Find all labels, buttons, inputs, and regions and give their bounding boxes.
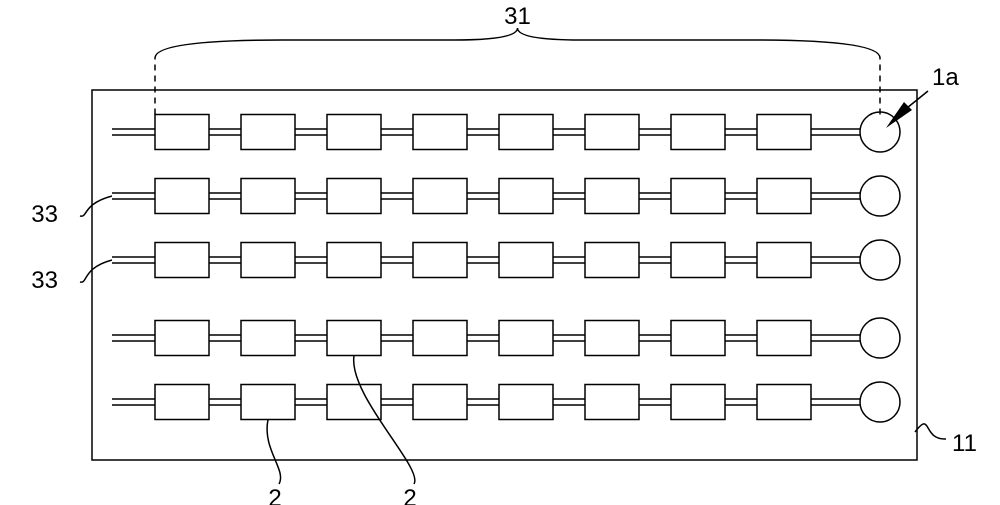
chamber-box [413, 179, 467, 214]
label-31: 31 [504, 3, 531, 30]
label-2: 2 [268, 485, 281, 505]
chamber-box [413, 385, 467, 420]
leader-11 [915, 424, 946, 439]
port-circle [860, 176, 900, 216]
chamber-box [155, 385, 209, 420]
chamber-box [671, 115, 725, 150]
label-33: 33 [31, 201, 58, 228]
chamber-box [327, 243, 381, 278]
leader-2 [267, 420, 281, 485]
chamber-box [499, 321, 553, 356]
chamber-box [499, 115, 553, 150]
chamber-box [241, 115, 295, 150]
chamber-box [241, 321, 295, 356]
chamber-box [585, 115, 639, 150]
chamber-box [757, 179, 811, 214]
chamber-box [757, 115, 811, 150]
port-circle [860, 382, 900, 422]
chamber-box [327, 385, 381, 420]
label-33: 33 [31, 267, 58, 294]
chamber-box [155, 321, 209, 356]
strip-row [112, 176, 900, 216]
chamber-box [585, 385, 639, 420]
leader-33 [80, 260, 112, 282]
chamber-box [671, 321, 725, 356]
port-circle [860, 240, 900, 280]
label-11: 11 [952, 430, 977, 457]
chamber-box [241, 179, 295, 214]
chamber-box [241, 243, 295, 278]
chamber-box [585, 179, 639, 214]
chamber-box [671, 243, 725, 278]
port-circle [860, 318, 900, 358]
chamber-box [413, 115, 467, 150]
chamber-box [499, 179, 553, 214]
leader-33 [80, 196, 112, 216]
chamber-box [757, 243, 811, 278]
strip-row [112, 240, 900, 280]
chamber-box [155, 115, 209, 150]
chamber-box [327, 115, 381, 150]
schematic-diagram: 31 1a 11 33 33 2 2 [0, 0, 1000, 505]
label-1a: 1a [932, 64, 959, 91]
strip-row [112, 318, 900, 358]
chamber-box [671, 179, 725, 214]
chamber-box [241, 385, 295, 420]
strip-row [112, 382, 900, 422]
chamber-box [499, 243, 553, 278]
chamber-box [327, 321, 381, 356]
chamber-box [671, 385, 725, 420]
chamber-box [585, 321, 639, 356]
chamber-box [757, 321, 811, 356]
chamber-box [155, 179, 209, 214]
chamber-box [327, 179, 381, 214]
chamber-box [413, 321, 467, 356]
brace-31 [155, 28, 880, 58]
chamber-box [757, 385, 811, 420]
strip-row [112, 112, 900, 152]
chamber-box [413, 243, 467, 278]
chamber-box [499, 385, 553, 420]
label-2: 2 [403, 485, 416, 505]
chamber-box [155, 243, 209, 278]
chamber-box [585, 243, 639, 278]
